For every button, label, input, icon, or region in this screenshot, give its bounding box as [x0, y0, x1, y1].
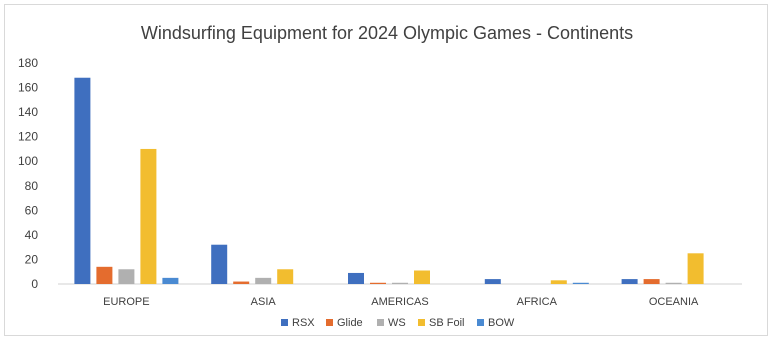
legend-label: BOW [488, 317, 515, 329]
y-tick-label: 20 [25, 252, 39, 266]
y-tick-label: 100 [18, 154, 38, 168]
legend-swatch [377, 319, 384, 326]
bar-oceania-sb-foil [687, 253, 704, 284]
x-tick-label: ASIA [251, 296, 277, 308]
y-tick-label: 120 [18, 130, 38, 144]
bar-americas-rsx [348, 272, 364, 284]
legend-label: SB Foil [429, 317, 464, 329]
y-tick-label: 80 [25, 179, 39, 193]
bar-asia-ws [255, 277, 272, 284]
bar-africa-sb-foil [550, 280, 567, 284]
legend-item-bow: BOW [477, 317, 515, 329]
bar-europe-bow [162, 277, 179, 284]
y-tick-label: 180 [18, 56, 38, 70]
legend: RSX Glide WS SB Foil BOW [281, 317, 515, 329]
y-tick-label: 160 [18, 81, 38, 95]
bar-groups [74, 77, 704, 284]
bar-group-americas [348, 270, 430, 284]
legend-swatch [477, 319, 484, 326]
bar-americas-sb-foil [414, 270, 430, 284]
bar-group-asia [211, 244, 294, 284]
legend-item-glide: Glide [326, 317, 363, 329]
bar-africa-rsx [484, 279, 501, 284]
bar-group-oceania [621, 253, 704, 284]
legend-swatch [281, 319, 288, 326]
bar-africa-bow [572, 282, 589, 284]
bar-asia-rsx [211, 244, 228, 284]
bar-americas-ws [392, 282, 408, 284]
bar-oceania-glide [643, 279, 660, 284]
bar-americas-glide [370, 282, 386, 284]
legend-swatch [418, 319, 425, 326]
x-tick-label: AMERICAS [371, 296, 428, 308]
legend-swatch [326, 319, 333, 326]
y-tick-label: 60 [25, 203, 39, 217]
legend-label: WS [388, 317, 406, 329]
bar-asia-sb-foil [277, 269, 294, 284]
x-tick-label: OCEANIA [649, 296, 699, 308]
legend-label: Glide [337, 317, 363, 329]
legend-item-sb-foil: SB Foil [418, 317, 464, 329]
legend-item-rsx: RSX [281, 317, 315, 329]
bar-group-africa [484, 279, 589, 284]
bar-europe-ws [118, 269, 135, 284]
chart-title: Windsurfing Equipment for 2024 Olympic G… [141, 23, 633, 43]
x-tick-label: AFRICA [517, 296, 558, 308]
x-tick-label: EUROPE [103, 296, 149, 308]
bar-oceania-ws [665, 282, 682, 284]
y-axis: 0 20 40 60 80 100 120 140 160 180 [18, 56, 742, 291]
legend-label: RSX [292, 317, 315, 329]
x-axis: EUROPE ASIA AMERICAS AFRICA OCEANIA [103, 296, 699, 308]
bar-europe-sb-foil [140, 148, 157, 284]
y-tick-label: 140 [18, 105, 38, 119]
bar-europe-rsx [74, 77, 91, 284]
y-tick-label: 40 [25, 228, 39, 242]
y-tick-label: 0 [31, 277, 38, 291]
bar-europe-glide [96, 266, 113, 284]
bar-oceania-rsx [621, 279, 638, 284]
bar-asia-glide [233, 281, 250, 284]
bar-group-europe [74, 77, 179, 284]
legend-item-ws: WS [377, 317, 406, 329]
